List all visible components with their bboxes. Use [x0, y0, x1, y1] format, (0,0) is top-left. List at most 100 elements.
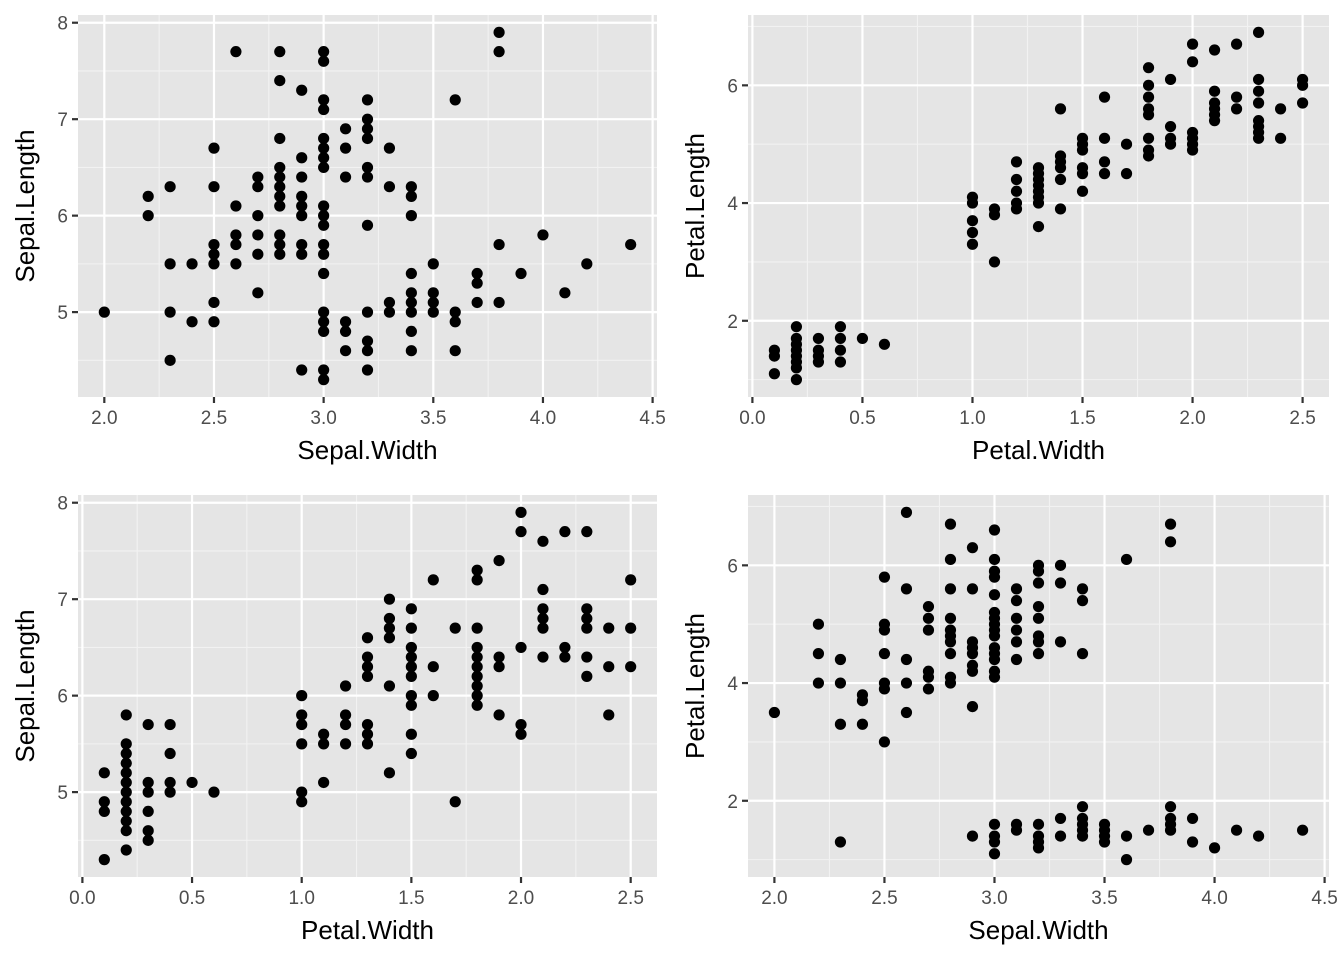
- data-point: [834, 321, 847, 333]
- data-point: [812, 344, 825, 356]
- data-point: [1032, 818, 1045, 830]
- data-point: [834, 836, 847, 848]
- y-tick-label: 8: [57, 14, 68, 35]
- data-point: [515, 641, 527, 654]
- data-point: [966, 238, 979, 250]
- data-point: [1010, 636, 1023, 648]
- data-point: [98, 805, 110, 818]
- data-point: [1208, 44, 1221, 56]
- x-tick-label: 1.5: [398, 888, 424, 909]
- data-point: [1230, 824, 1243, 836]
- data-point: [120, 757, 132, 769]
- data-point: [1032, 830, 1045, 842]
- data-point: [230, 258, 242, 270]
- data-point: [296, 238, 308, 251]
- data-point: [856, 689, 869, 701]
- data-point: [1230, 103, 1243, 115]
- data-point: [1252, 115, 1265, 127]
- data-point: [603, 661, 615, 673]
- data-point: [1142, 144, 1155, 156]
- data-point: [878, 677, 891, 689]
- data-point: [208, 181, 220, 193]
- data-point: [559, 287, 571, 299]
- x-tick-label: 3.5: [420, 408, 446, 429]
- plot-layer: 2.0 2.5 3.0 3.5 4.0 4.5 2 4 6: [727, 495, 1338, 909]
- x-axis-title: Sepal.Width: [297, 435, 437, 465]
- data-point: [944, 583, 957, 595]
- data-point: [318, 219, 330, 231]
- data-point: [405, 296, 417, 309]
- data-point: [274, 200, 286, 212]
- data-point: [98, 796, 110, 808]
- data-point: [493, 554, 505, 567]
- data-point: [449, 345, 461, 357]
- data-point: [361, 718, 374, 731]
- data-point: [274, 238, 286, 251]
- data-point: [383, 767, 396, 779]
- y-tick-label: 4: [727, 194, 738, 215]
- data-point: [208, 316, 220, 328]
- data-point: [296, 210, 308, 222]
- data-point: [427, 661, 439, 673]
- data-point: [318, 161, 330, 174]
- data-point: [625, 622, 637, 634]
- data-point: [471, 277, 483, 289]
- data-point: [1076, 648, 1089, 660]
- data-point: [1164, 801, 1177, 813]
- data-point: [603, 709, 615, 721]
- data-point: [383, 632, 396, 644]
- data-point: [296, 709, 308, 721]
- data-point: [559, 651, 571, 663]
- data-point: [1142, 79, 1155, 91]
- data-point: [230, 238, 242, 251]
- data-point: [966, 583, 979, 595]
- data-point: [449, 316, 461, 328]
- x-tick-label: 2.5: [1289, 408, 1315, 429]
- data-point: [296, 200, 308, 212]
- data-point: [339, 718, 352, 731]
- data-point: [405, 661, 417, 673]
- data-point: [922, 624, 935, 636]
- data-point: [790, 332, 803, 345]
- data-point: [1274, 103, 1287, 115]
- data-point: [493, 26, 505, 38]
- data-point: [1208, 97, 1221, 109]
- data-point: [812, 618, 825, 630]
- data-point: [274, 190, 286, 202]
- data-point: [944, 612, 957, 624]
- data-point: [812, 648, 825, 660]
- x-tick-label: 2.0: [1179, 408, 1205, 429]
- x-tick-label: 2.5: [201, 408, 227, 429]
- data-point: [581, 258, 593, 270]
- data-point: [318, 374, 330, 386]
- data-point: [1208, 85, 1221, 97]
- data-point: [1164, 120, 1177, 133]
- data-point: [296, 718, 308, 731]
- data-point: [790, 321, 803, 333]
- data-point: [318, 738, 330, 750]
- data-point: [1076, 583, 1089, 595]
- data-point: [471, 622, 483, 634]
- x-tick-label: 3.5: [1091, 888, 1117, 909]
- data-point: [1142, 91, 1155, 103]
- x-tick-label: 1.0: [288, 888, 314, 909]
- data-point: [1010, 583, 1023, 595]
- data-point: [1054, 173, 1067, 186]
- data-point: [537, 229, 549, 241]
- data-point: [383, 142, 396, 154]
- data-point: [252, 181, 264, 193]
- data-point: [230, 46, 242, 58]
- data-point: [1120, 168, 1133, 180]
- data-point: [834, 356, 847, 368]
- y-tick-label: 5: [57, 303, 68, 324]
- data-point: [1010, 173, 1023, 186]
- data-point: [625, 574, 637, 586]
- data-point: [405, 287, 417, 299]
- y-tick-label: 6: [727, 556, 738, 577]
- data-point: [944, 518, 957, 530]
- data-point: [208, 142, 220, 154]
- data-point: [1230, 91, 1243, 103]
- y-tick-label: 6: [727, 76, 738, 97]
- data-point: [164, 747, 176, 760]
- data-point: [1186, 56, 1199, 68]
